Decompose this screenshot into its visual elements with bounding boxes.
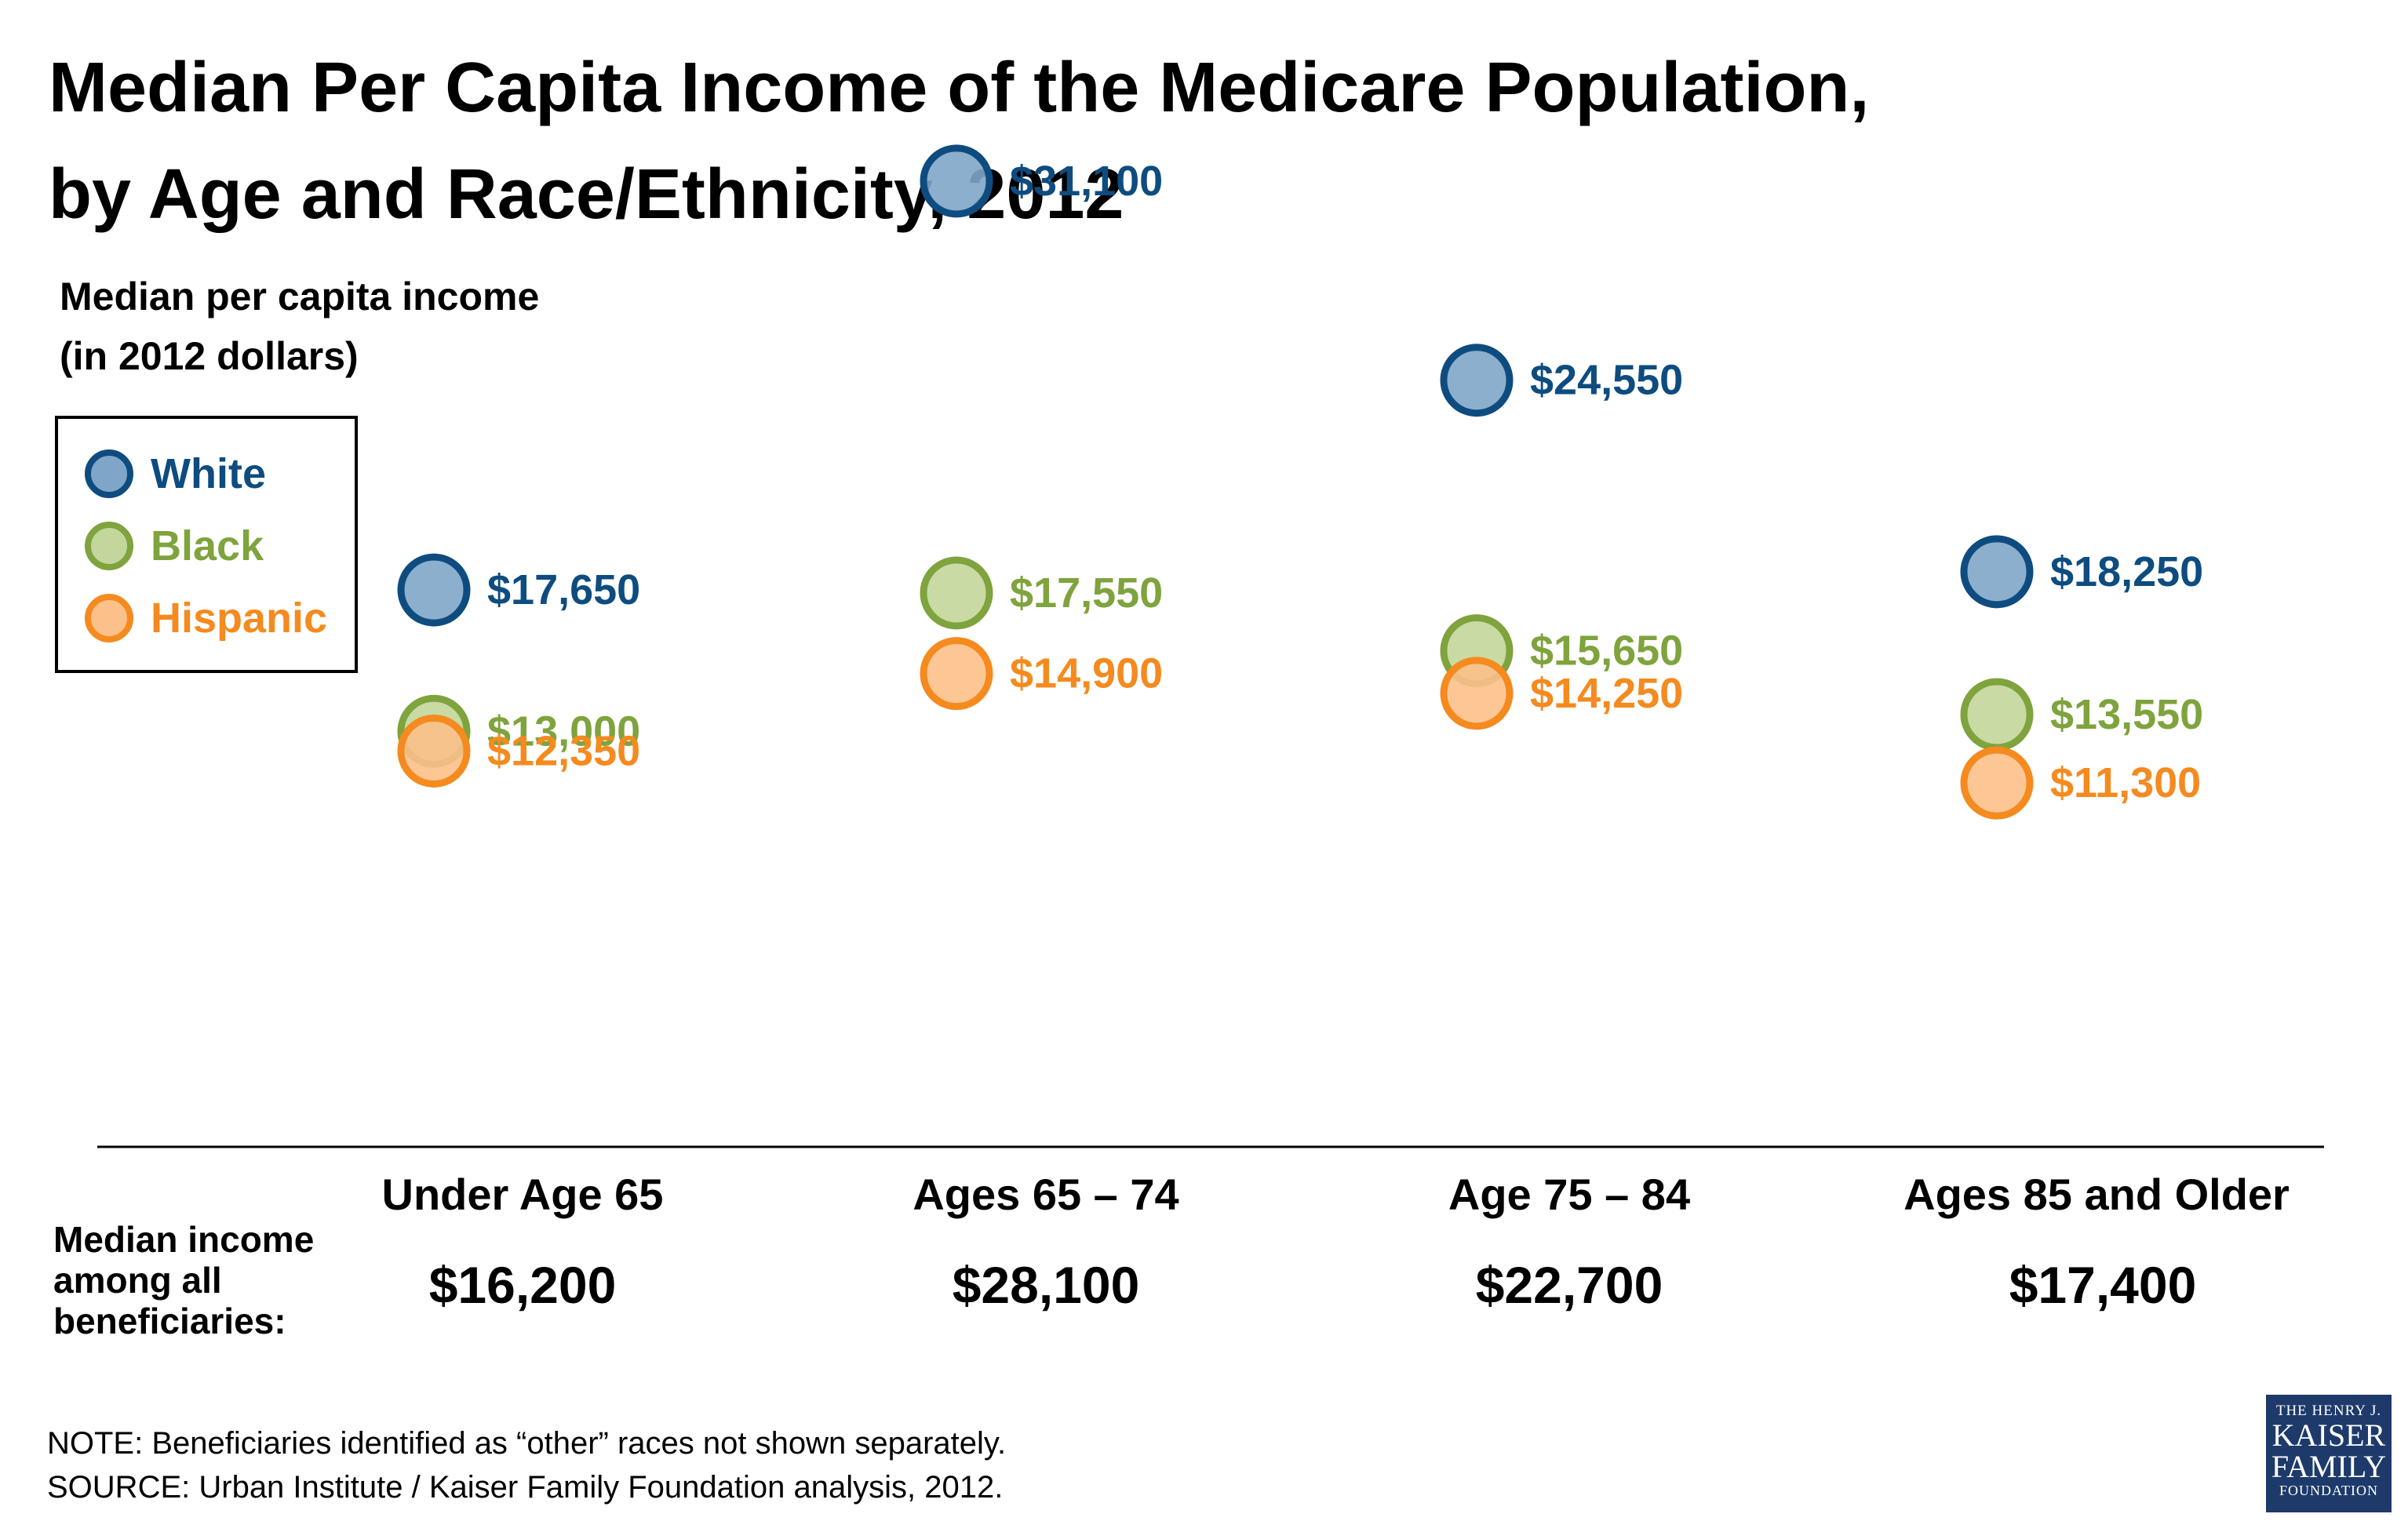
data-label-hispanic-0: $12,350 [487,727,640,774]
data-label-hispanic-1: $14,900 [1010,650,1163,697]
point-black-3 [1960,678,2034,751]
legend-item-hispanic: Hispanic [85,587,327,650]
point-hispanic-2 [1440,657,1514,730]
category-label-65-74: Ages 65 – 74 [913,1170,1179,1219]
legend-item-black: Black [85,515,264,577]
legend-label-white: White [151,450,266,497]
data-label-white-2: $24,550 [1530,357,1683,404]
data-label-white-3: $18,250 [2050,548,2203,595]
median-value-under-65: $16,200 [428,1256,617,1314]
legend: White Black Hispanic [55,416,358,673]
category-label-under-65: Under Age 65 [381,1170,664,1219]
legend-label-black: Black [151,522,264,569]
legend-marker-hispanic [85,594,133,642]
y-axis-label-line2: (in 2012 dollars) [60,334,359,378]
footnote: NOTE: Beneficiaries identified as “other… [47,1421,1006,1509]
legend-label-hispanic: Hispanic [151,595,328,642]
logo-text-line2: KAISER [2271,1417,2386,1453]
median-caption-line2: among all [53,1260,222,1301]
point-black-1 [920,556,993,630]
data-label-hispanic-2: $14,250 [1530,670,1683,717]
legend-item-white: White [85,442,266,505]
point-white-2 [1440,344,1514,417]
logo-text-line3: FAMILY [2271,1449,2387,1484]
logo-text-line4: FOUNDATION [2279,1483,2378,1498]
point-white-3 [1960,535,2034,609]
y-axis-label-line1: Median per capita income [60,275,540,318]
median-caption-line1: Median income [53,1219,315,1260]
legend-marker-white [85,449,133,498]
chart-title-line1: Median Per Capita Income of the Medicare… [49,49,1870,127]
median-value-75-84: $22,700 [1475,1256,1663,1314]
source-text: SOURCE: Urban Institute / Kaiser Family … [47,1470,1004,1505]
point-white-0 [397,553,471,627]
y-axis-label: Median per capita income (in 2012 dollar… [60,267,539,386]
category-label-75-84: Age 75 – 84 [1448,1170,1691,1219]
data-label-black-0: $13,000 [487,708,640,755]
median-value-85-older: $17,400 [2009,1256,2197,1314]
median-caption-line3: beneficiaries: [53,1301,286,1341]
kff-logo: THE HENRY J. KAISER FAMILY FOUNDATION [2266,1395,2392,1512]
category-label-85-older: Ages 85 and Older [1903,1170,2290,1219]
note-text: NOTE: Beneficiaries identified as “other… [47,1426,1007,1461]
logo-text-line1: THE HENRY J. [2275,1403,2382,1419]
data-label-white-1: $31,100 [1010,158,1163,205]
point-white-1 [920,144,993,218]
data-marks: $17,650 $31,100 $24,550 $18,250 $13,000 $17,5… [397,144,2203,820]
point-hispanic-1 [920,637,993,711]
data-label-white-0: $17,650 [487,566,640,613]
median-caption: Median income among all beneficiaries: [53,1219,367,1341]
data-label-black-2: $15,650 [1530,628,1683,675]
legend-marker-black [85,522,133,570]
median-value-65-74: $28,100 [952,1256,1140,1314]
point-hispanic-0 [397,714,471,788]
point-hispanic-3 [1960,746,2034,820]
data-label-black-3: $13,550 [2050,691,2203,738]
data-label-black-1: $17,550 [1010,569,1163,617]
data-label-hispanic-3: $11,300 [2050,759,2201,806]
